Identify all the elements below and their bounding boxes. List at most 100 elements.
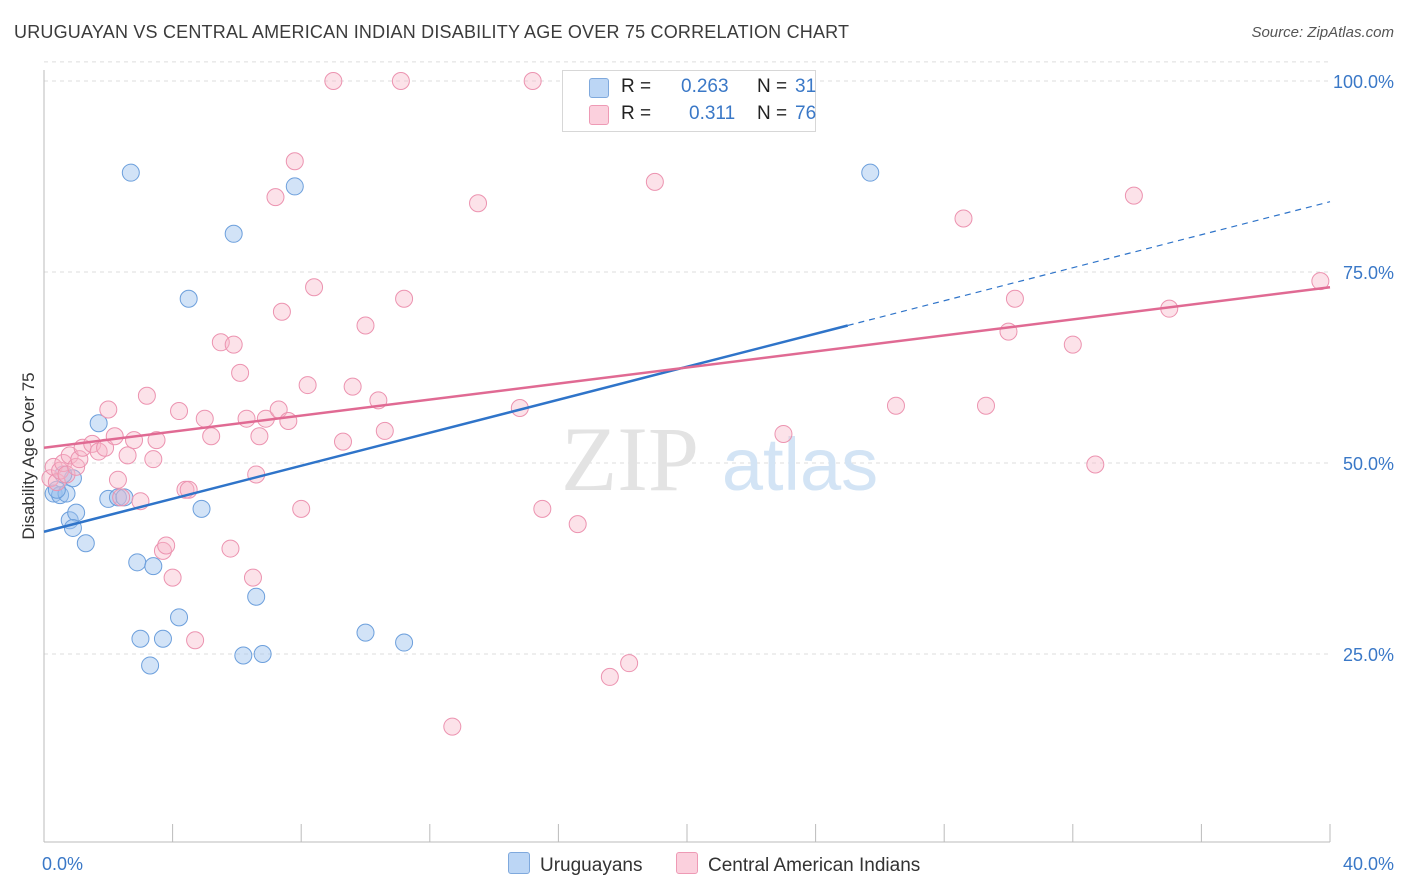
uruguayan-point	[170, 608, 189, 627]
central-american-indian-point	[568, 515, 587, 534]
central-american-indian-point	[250, 427, 269, 446]
central-american-indian-point	[108, 470, 127, 489]
uruguayan-point	[253, 645, 272, 663]
central-american-indian-point	[157, 536, 176, 555]
n-value-central-american-indians: 76	[795, 103, 817, 124]
central-american-indian-point	[469, 194, 488, 213]
central-american-indian-point	[533, 499, 552, 518]
x-tick-label: 40.0%	[1343, 854, 1394, 874]
central-american-indian-point	[70, 450, 89, 469]
central-american-indian-point	[1124, 186, 1143, 205]
uruguayans-trend-line	[43, 324, 849, 533]
n-label: N =	[757, 103, 788, 124]
uruguayan-point	[57, 484, 76, 503]
uruguayan-point	[247, 587, 266, 606]
uruguayan-point	[128, 553, 147, 572]
y-tick-label: 75.0%	[1343, 263, 1394, 283]
gridlines	[44, 61, 1330, 655]
central-american-indian-point	[221, 539, 240, 558]
central-american-indian-point	[112, 488, 131, 507]
uruguayan-point	[861, 163, 880, 182]
central-american-indian-point	[375, 421, 394, 440]
uruguayan-point	[67, 503, 86, 522]
uruguayan-point	[47, 480, 66, 499]
central-american-indian-point	[186, 631, 205, 650]
central-american-indian-point	[266, 188, 285, 207]
central-american-indians-legend-label: Central American Indians	[708, 855, 921, 876]
central-american-indian-point	[153, 541, 172, 560]
uruguayans-legend-swatch	[508, 852, 530, 874]
central-american-indian-point	[137, 386, 156, 405]
n-value-uruguayans: 31	[795, 76, 817, 97]
uruguayan-point	[131, 629, 150, 648]
central-american-indian-point	[333, 432, 352, 451]
central-american-indian-point	[292, 499, 311, 518]
central-american-indian-point	[954, 209, 973, 228]
uruguayan-point	[179, 289, 198, 308]
uruguayan-point	[192, 499, 211, 518]
chart-title: URUGUAYAN VS CENTRAL AMERICAN INDIAN DIS…	[14, 22, 850, 42]
central-american-indian-point	[600, 667, 619, 686]
central-american-indian-point	[279, 411, 298, 430]
central-american-indian-point	[285, 152, 304, 171]
central-american-indian-point	[224, 335, 243, 354]
uruguayan-point	[153, 629, 172, 648]
central-american-indian-point	[105, 427, 124, 446]
uruguayan-point	[234, 646, 253, 665]
central-american-indian-point	[976, 396, 995, 415]
central-american-indian-point	[298, 376, 317, 395]
uruguayan-point	[356, 623, 375, 642]
n-label: N =	[757, 76, 788, 97]
central-american-indian-point	[886, 396, 905, 415]
central-american-indian-point	[645, 172, 664, 191]
y-tick-label: 50.0%	[1343, 454, 1394, 474]
central-american-indian-point	[125, 431, 144, 450]
axes	[43, 70, 1331, 843]
uruguayan-point	[285, 177, 304, 196]
central-american-indian-point	[47, 473, 66, 492]
central-american-indians-legend-swatch	[676, 852, 698, 874]
central-american-indian-point	[247, 465, 266, 484]
central-american-indian-point	[1063, 335, 1082, 354]
watermark-zip: ZIP	[561, 408, 699, 510]
central-american-indian-point	[243, 568, 262, 587]
correlation-legend: R = 0.263 N = 31 R = 0.311 N = 76	[562, 70, 816, 132]
central-american-indian-point	[324, 72, 343, 90]
central-american-indian-point	[170, 402, 189, 421]
central-american-indian-point	[195, 409, 214, 428]
y-tick-label: 25.0%	[1343, 645, 1394, 665]
central-american-indian-point	[237, 409, 256, 428]
uruguayan-point	[89, 414, 108, 433]
r-value-uruguayans: 0.263	[681, 76, 729, 97]
uruguayans-legend-label: Uruguayans	[540, 855, 643, 876]
r-label: R =	[621, 103, 652, 124]
uruguayans-swatch	[589, 78, 609, 98]
y-axis-label: Disability Age Over 75	[19, 372, 38, 539]
central-american-indian-point	[343, 377, 362, 396]
legend-item-uruguayans: Uruguayans	[508, 852, 642, 877]
central-american-indian-point	[1005, 289, 1024, 308]
trend-lines	[43, 201, 1331, 533]
central-american-indian-point	[147, 431, 166, 450]
data-points	[41, 72, 1330, 736]
uruguayans-trend-extension	[847, 201, 1331, 327]
watermark-atlas: atlas	[722, 423, 878, 506]
central-american-indian-point	[57, 465, 76, 484]
uruguayan-point	[121, 163, 140, 182]
x-tick-label: 0.0%	[42, 854, 83, 874]
y-tick-label: 100.0%	[1333, 72, 1394, 92]
tick-labels: 25.0% 50.0% 75.0% 100.0% 0.0% 40.0%	[42, 72, 1394, 874]
central-american-indian-point	[144, 450, 163, 469]
central-american-indian-point	[202, 427, 221, 446]
central-american-indian-point	[443, 717, 462, 736]
central-american-indian-point	[774, 424, 793, 443]
central-american-indian-point	[118, 446, 137, 465]
uruguayan-point	[76, 534, 95, 553]
uruguayan-point	[224, 224, 243, 243]
uruguayan-point	[144, 557, 163, 576]
central-american-indian-point	[272, 302, 291, 321]
central-american-indian-point	[99, 400, 118, 419]
uruguayan-point	[141, 656, 160, 675]
r-value-central-american-indians: 0.311	[689, 103, 736, 124]
